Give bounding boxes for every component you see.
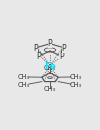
Text: CH₃: CH₃ <box>70 74 82 80</box>
Text: CH₃: CH₃ <box>18 74 30 80</box>
Text: P: P <box>36 52 41 61</box>
Text: CH₃: CH₃ <box>44 65 56 71</box>
Text: CH₃: CH₃ <box>70 82 82 88</box>
Text: P: P <box>34 44 38 53</box>
Text: CH₃: CH₃ <box>44 86 56 92</box>
Text: P: P <box>59 52 64 61</box>
Text: CH₃: CH₃ <box>18 82 30 88</box>
Text: P: P <box>62 44 66 53</box>
Text: P: P <box>48 38 52 47</box>
Text: Fe: Fe <box>44 61 56 70</box>
